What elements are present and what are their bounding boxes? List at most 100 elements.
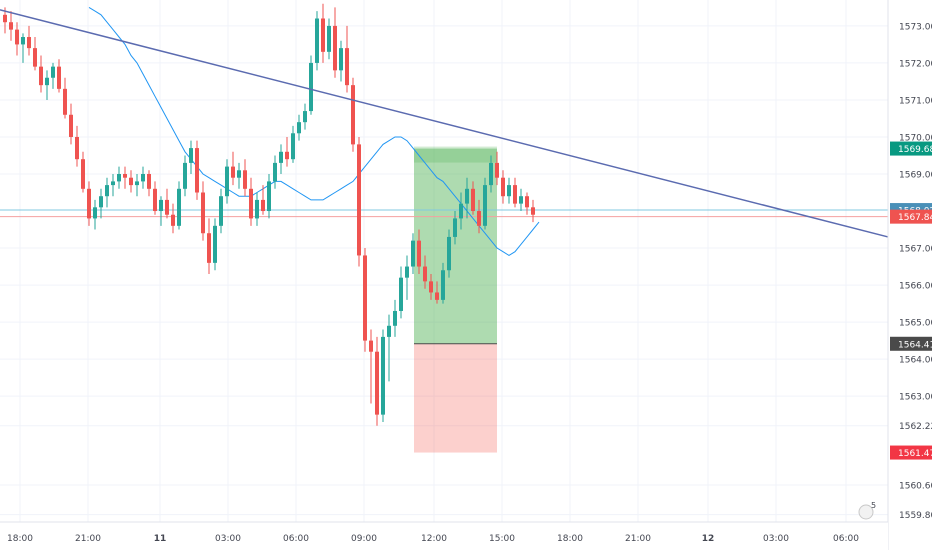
candle (429, 273, 433, 300)
candle (261, 185, 265, 215)
candle-body (411, 240, 415, 267)
candle-body (243, 170, 247, 189)
ma-path (88, 6, 540, 256)
candle-body (249, 188, 253, 219)
candle-body (111, 181, 115, 186)
candle (213, 218, 217, 271)
candle-body (135, 181, 139, 186)
moving-average-line (88, 6, 540, 256)
candle (117, 166, 121, 189)
candle-body (435, 292, 439, 300)
candle-body (123, 174, 127, 178)
price-tick-label: 1569.000 (899, 171, 932, 181)
watermark-badge[interactable]: 5 (858, 501, 876, 520)
price-label-bg (890, 141, 932, 156)
candle-body (339, 48, 343, 71)
candle-body (99, 196, 103, 208)
candle (519, 188, 523, 212)
candle-body (261, 199, 265, 212)
candle (501, 170, 505, 204)
candle-body (393, 310, 397, 326)
candle-body (15, 29, 19, 45)
candle-body (105, 185, 109, 197)
candle (399, 266, 403, 319)
candle (177, 181, 181, 230)
candle (99, 188, 103, 219)
time-axis[interactable]: 18:00 21:00 11 03:00 06:00 09:00 12:00 15:00 18:… (0, 521, 888, 550)
price-tick-label: 1571.000 (899, 96, 932, 106)
time-tick-label: 03:00 (215, 534, 241, 544)
candle-body (483, 185, 487, 226)
candle (249, 177, 253, 226)
candle (135, 174, 139, 197)
candle (279, 144, 283, 174)
candle (39, 55, 43, 93)
candle (495, 151, 499, 186)
candle (435, 281, 439, 304)
badge-count: 5 (871, 501, 876, 510)
time-tick-label: 03:00 (763, 534, 789, 544)
candle-body (45, 77, 49, 86)
candle (357, 136, 361, 267)
flag-icon (858, 504, 874, 520)
candle-body (189, 148, 193, 163)
time-tick-label: 18:00 (557, 534, 583, 544)
price-label-text: 1567.848 (898, 213, 932, 223)
candle-body (357, 144, 361, 256)
candle-body (27, 37, 31, 49)
candle-body (489, 162, 493, 186)
candle (183, 155, 187, 197)
candle-body (213, 225, 217, 263)
candle-body (501, 177, 505, 197)
candle-body (513, 185, 517, 204)
candle (171, 203, 175, 234)
candle-body (39, 66, 43, 86)
candles (3, 3, 535, 426)
candle (123, 166, 127, 189)
candle (297, 114, 301, 141)
candle-body (273, 162, 277, 182)
candle-body (117, 174, 121, 182)
candle-body (291, 133, 295, 160)
candle (417, 229, 421, 274)
price-tick-label: 1567.000 (899, 245, 932, 255)
candle-body (387, 325, 391, 337)
candle (81, 151, 85, 193)
price-tick-label: 1566.000 (899, 282, 932, 292)
price-tick-label: 1573.000 (899, 22, 932, 32)
candle-body (177, 188, 181, 226)
candle (273, 155, 277, 189)
candle-body (75, 136, 79, 160)
candle-body (417, 240, 421, 267)
candle (51, 62, 55, 89)
price-tick-label: 1562.220 (899, 422, 932, 432)
candle-body (333, 25, 337, 71)
candle-body (207, 233, 211, 263)
price-tick-label: 1560.600 (899, 481, 932, 491)
candle-body (525, 196, 529, 208)
price-tick-label: 1564.000 (899, 356, 932, 366)
candle-body (3, 14, 7, 23)
price-label-text: 1569.687 (898, 145, 932, 155)
candle (153, 181, 157, 215)
candle-body (315, 18, 319, 63)
price-label-current-price-2: 1567.848 (890, 209, 932, 224)
candle (93, 199, 97, 230)
candle-body (423, 266, 427, 282)
time-tick-label: 21:00 (625, 534, 651, 544)
candle-body (477, 211, 481, 226)
candle-body (399, 277, 403, 311)
candle (129, 170, 133, 193)
candle (159, 196, 163, 226)
candle-body (531, 207, 535, 215)
candle-body (369, 340, 373, 352)
trendline-path (0, 9, 889, 238)
candle-body (225, 166, 229, 197)
candle-body (447, 236, 451, 271)
candle (231, 151, 235, 186)
price-label-bg (890, 336, 932, 351)
price-axis[interactable]: 1573.000 1572.000 1571.000 1570.000 1569.000… (887, 0, 932, 550)
candle-body (195, 148, 199, 193)
candle (219, 188, 223, 234)
